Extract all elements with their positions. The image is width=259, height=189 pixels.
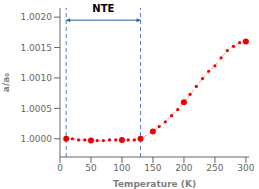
- svg-text:NTE: NTE: [92, 3, 114, 14]
- svg-text:1.0020: 1.0020: [21, 12, 53, 22]
- svg-text:0: 0: [57, 163, 63, 173]
- svg-text:1.0015: 1.0015: [21, 43, 53, 53]
- svg-text:Temperature (K): Temperature (K): [113, 179, 196, 189]
- svg-text:200: 200: [175, 163, 192, 173]
- svg-text:150: 150: [144, 163, 161, 173]
- svg-text:1.0005: 1.0005: [21, 104, 53, 114]
- svg-text:1.0010: 1.0010: [21, 73, 53, 83]
- svg-text:50: 50: [85, 163, 97, 173]
- svg-text:300: 300: [237, 163, 251, 173]
- svg-text:100: 100: [113, 163, 130, 173]
- svg-text:250: 250: [206, 163, 223, 173]
- svg-text:a/a₀: a/a₀: [8, 73, 11, 92]
- svg-text:1.0000: 1.0000: [21, 134, 53, 144]
